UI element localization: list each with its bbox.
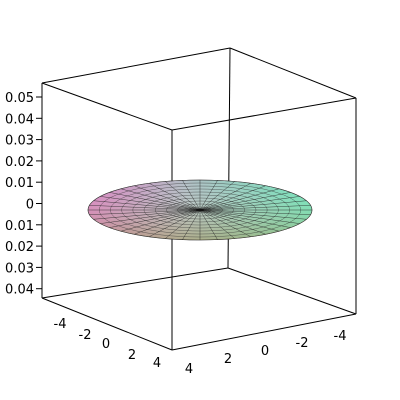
left-axis-ticks: -4 -2 0 2 4 — [54, 317, 162, 371]
z-tick-label: 0.01 — [5, 219, 34, 234]
disk-spoke — [89, 205, 201, 211]
box-edge — [41, 267, 229, 299]
disk-spoke — [89, 209, 201, 215]
z-tick-label: 0.01 — [5, 176, 34, 191]
z-tick-label: 0.02 — [5, 155, 34, 170]
disk-spoke — [199, 196, 300, 211]
z-tick-label: 0.03 — [5, 134, 34, 149]
right-axis-tick-label: 2 — [224, 352, 232, 367]
disk-spoke — [199, 200, 307, 211]
surface-disk — [87, 179, 313, 241]
box-edge — [229, 47, 357, 99]
disk-spoke — [120, 209, 201, 232]
disk-spoke — [199, 183, 251, 211]
disk-spoke — [199, 188, 280, 211]
left-axis-tick-label: 2 — [128, 348, 136, 363]
right-axis-tick-label: 4 — [185, 362, 193, 377]
disk-spoke — [199, 180, 218, 211]
box-edge — [171, 313, 357, 351]
disk-spoke — [149, 209, 201, 237]
disk-spoke — [120, 188, 201, 211]
disk-spoke — [199, 209, 307, 220]
disk-spoke — [199, 209, 266, 235]
z-tick-label: 0.02 — [5, 240, 34, 255]
box-edge — [171, 97, 357, 131]
z-tick-label: 0.05 — [5, 91, 34, 106]
z-tick-label: 0.04 — [5, 283, 34, 298]
z-tick-label: 0.04 — [5, 112, 34, 127]
disk-center — [196, 208, 204, 212]
z-tick-label: 0 — [26, 198, 34, 213]
disk-spoke — [93, 209, 201, 220]
box-edge — [227, 267, 357, 315]
box-edge — [41, 82, 173, 131]
disk-spoke — [199, 209, 280, 232]
box-edge — [41, 47, 231, 84]
disk-spoke — [100, 209, 201, 224]
disk-spoke — [199, 209, 291, 228]
right-axis-tick-label: -2 — [296, 336, 309, 351]
z-tick-label: 0.03 — [5, 261, 34, 276]
disk-spoke — [199, 209, 311, 215]
disk-spoke — [134, 209, 201, 235]
disk-spoke — [199, 209, 235, 239]
disk-spoke — [199, 209, 300, 224]
disk-spoke — [199, 185, 266, 211]
left-axis-tick-label: -4 — [54, 317, 67, 332]
disk-spoke — [199, 209, 218, 240]
left-axis-tick-label: 4 — [153, 356, 161, 371]
left-axis-tick-label: -2 — [79, 328, 92, 343]
disk-spoke — [165, 209, 201, 239]
disk-spoke — [134, 185, 201, 211]
right-axis-ticks: 4 2 0 -2 -4 — [185, 329, 347, 377]
disk-spoke — [165, 181, 201, 211]
disk-spoke — [199, 192, 291, 211]
disk-spoke — [182, 209, 201, 240]
disk-spoke — [149, 183, 201, 211]
right-axis-tick-label: -4 — [334, 329, 347, 344]
left-axis-tick-label: 0 — [102, 337, 110, 352]
z-axis-ticks: 0.05 0.04 0.03 0.02 0.01 0 0.01 0.02 0.03 0.04 — [5, 91, 42, 298]
disk-spoke — [199, 181, 235, 211]
disk-spoke — [109, 192, 201, 211]
right-axis-tick-label: 0 — [261, 344, 269, 359]
disk-spoke — [100, 196, 201, 211]
disk-spoke — [182, 180, 201, 211]
disk-spoke — [93, 200, 201, 211]
disk-spoke — [199, 209, 251, 237]
disk-spoke — [109, 209, 201, 228]
box-edge — [41, 297, 173, 351]
disk-spoke — [199, 205, 311, 211]
